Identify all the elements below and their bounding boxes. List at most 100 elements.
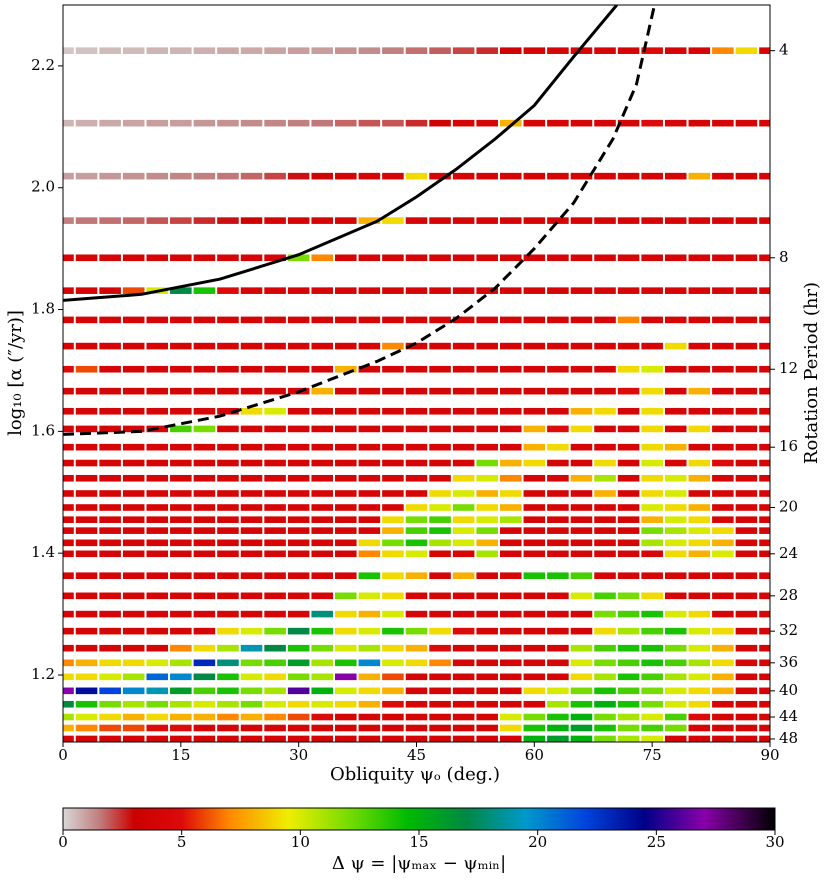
heatmap-cell — [240, 490, 263, 497]
heatmap-cell — [358, 724, 381, 732]
heatmap-cell — [664, 735, 687, 742]
heatmap-cell — [63, 172, 74, 180]
heatmap-cell — [523, 459, 546, 467]
heatmap-cell — [617, 254, 640, 262]
heatmap-cell — [594, 443, 616, 451]
heatmap-cell — [335, 287, 357, 294]
heatmap-cell — [664, 365, 687, 373]
heatmap-cell — [146, 254, 169, 262]
heatmap-cell — [664, 47, 687, 54]
heatmap-cell — [287, 572, 310, 580]
heatmap-cell — [122, 407, 145, 415]
heatmap-cell — [570, 724, 593, 732]
heatmap-cell — [759, 592, 770, 600]
heatmap-cell — [759, 687, 770, 695]
heatmap-cell — [405, 47, 428, 54]
heatmap-cell — [405, 387, 428, 395]
heatmap-cell — [75, 342, 98, 350]
heatmap-cell — [99, 387, 121, 395]
heatmap-cell — [335, 407, 357, 415]
heatmap-cell — [122, 490, 145, 497]
heatmap-cell — [63, 735, 74, 742]
heatmap-cell — [688, 119, 711, 127]
heatmap-cell — [358, 644, 381, 652]
heatmap-cell — [335, 516, 357, 523]
heatmap-cell — [499, 490, 522, 497]
heatmap-cell — [75, 287, 98, 294]
heatmap-cell — [759, 572, 770, 580]
heatmap-cell — [99, 713, 121, 721]
heatmap-cell — [712, 407, 734, 415]
heatmap-cell — [335, 527, 357, 534]
y2-tick-label: 40 — [779, 681, 798, 699]
heatmap-cell — [382, 47, 404, 54]
heatmap-cell — [499, 527, 522, 534]
heatmap-cell — [75, 443, 98, 451]
heatmap-cell — [594, 673, 616, 681]
heatmap-cell — [452, 217, 475, 224]
heatmap-cell — [193, 365, 216, 373]
heatmap-cell — [240, 550, 263, 558]
heatmap-cell — [382, 425, 404, 433]
heatmap-cell — [382, 443, 404, 451]
heatmap-cell — [146, 516, 169, 523]
heatmap-cell — [63, 572, 74, 580]
heatmap-cell — [75, 527, 98, 534]
heatmap-cell — [547, 316, 569, 324]
heatmap-cell — [547, 387, 569, 395]
heatmap-cell — [217, 474, 239, 482]
heatmap-cell — [617, 316, 640, 324]
heatmap-cell — [664, 673, 687, 681]
heatmap-cell — [122, 644, 145, 652]
heatmap-cell — [193, 254, 216, 262]
heatmap-cell — [429, 687, 451, 695]
heatmap-cell — [122, 474, 145, 482]
heatmap-cell — [75, 700, 98, 708]
heatmap-cell — [499, 592, 522, 600]
heatmap-cell — [335, 700, 357, 708]
heatmap-cell — [664, 700, 687, 708]
heatmap-cell — [570, 490, 593, 497]
heatmap-cell — [452, 407, 475, 415]
heatmap-cell — [335, 425, 357, 433]
heatmap-cell — [217, 287, 239, 294]
heatmap-cell — [712, 490, 734, 497]
heatmap-cell — [735, 572, 758, 580]
heatmap-cell — [476, 700, 498, 708]
heatmap-cell — [664, 287, 687, 294]
heatmap-cell — [664, 316, 687, 324]
heatmap-cell — [358, 713, 381, 721]
heatmap-cell — [476, 527, 498, 534]
heatmap-cell — [264, 572, 286, 580]
heatmap-cell — [75, 425, 98, 433]
heatmap-cell — [429, 659, 451, 667]
heatmap-cell — [122, 365, 145, 373]
heatmap-cell — [523, 47, 546, 54]
heatmap-cell — [759, 516, 770, 523]
heatmap-cell — [617, 735, 640, 742]
heatmap-cell — [335, 443, 357, 451]
heatmap-cell — [382, 217, 404, 224]
heatmap-cell — [335, 316, 357, 324]
colorbar-tick-label: 10 — [291, 833, 310, 851]
heatmap-cell — [287, 459, 310, 467]
heatmap-cell — [523, 572, 546, 580]
axes: 0 15 30 45 60 75 901.21.41.61.82.02.2481216202… — [31, 4, 798, 764]
heatmap-cell — [452, 644, 475, 652]
heatmap-cell — [122, 700, 145, 708]
heatmap-cell — [476, 490, 498, 497]
heatmap-cell — [688, 550, 711, 558]
heatmap-cell — [476, 47, 498, 54]
heatmap-cell — [311, 572, 334, 580]
heatmap-cell — [382, 724, 404, 732]
heatmap-cell — [664, 172, 687, 180]
heatmap-cell — [712, 172, 734, 180]
heatmap-cell — [712, 474, 734, 482]
heatmap-cell — [664, 504, 687, 511]
heatmap-cell — [217, 572, 239, 580]
heatmap-cell — [122, 673, 145, 681]
heatmap-cell — [452, 673, 475, 681]
heatmap-cell — [75, 119, 98, 127]
heatmap-cell — [759, 550, 770, 558]
heatmap-cell — [122, 172, 145, 180]
